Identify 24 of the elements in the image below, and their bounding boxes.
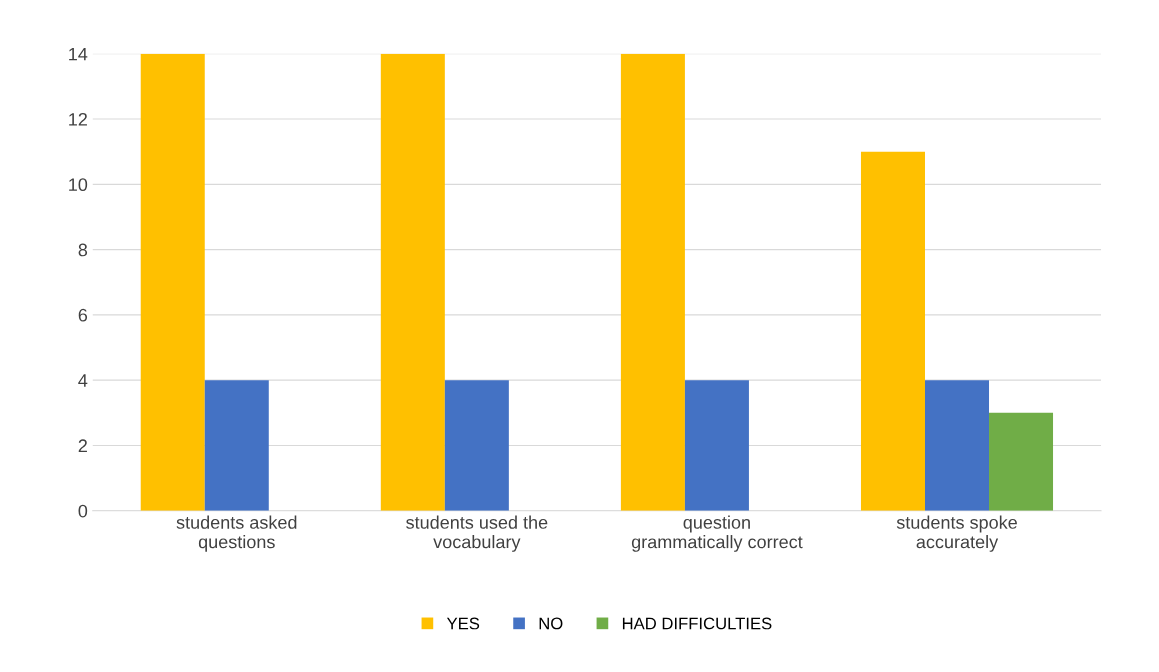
x-tick-label: students spoke accurately — [896, 515, 1017, 552]
y-tick-label: 12 — [69, 112, 87, 126]
y-tick-label: 6 — [78, 308, 88, 322]
x-tick-label: question grammatically correct — [631, 515, 803, 552]
y-tick-label: 10 — [69, 178, 88, 192]
bar — [924, 380, 990, 511]
bar — [380, 53, 445, 511]
bar — [444, 380, 509, 511]
legend-label: HAD DIFFICULTIES — [622, 617, 772, 630]
bar — [140, 53, 205, 511]
legend-label: YES — [446, 617, 480, 630]
y-tick-label: 0 — [78, 504, 88, 518]
legend-label: NO — [539, 617, 563, 630]
y-tick-label: 4 — [78, 374, 88, 387]
bar — [684, 380, 749, 511]
x-tick-label: students asked questions — [176, 515, 297, 552]
bar — [620, 53, 685, 511]
bar — [204, 380, 269, 511]
bar — [989, 412, 1054, 511]
y-tick-label: 14 — [69, 47, 88, 61]
bar — [860, 151, 925, 511]
y-tick-label: 2 — [78, 439, 87, 452]
y-tick-label: 8 — [78, 243, 88, 257]
x-tick-label: students used the vocabulary — [406, 515, 548, 552]
